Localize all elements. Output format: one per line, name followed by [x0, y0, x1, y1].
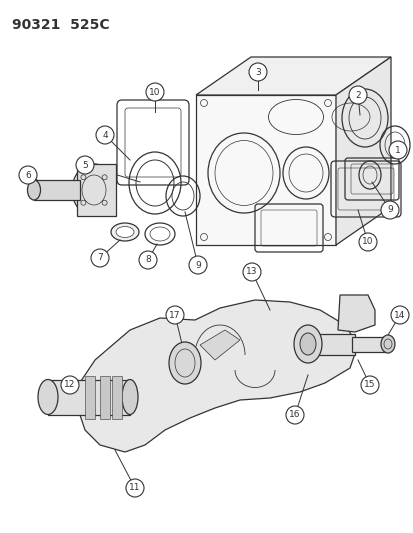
Text: 17: 17 — [169, 311, 180, 319]
Polygon shape — [85, 376, 95, 419]
Text: 11: 11 — [129, 483, 140, 492]
Polygon shape — [75, 300, 357, 452]
Circle shape — [76, 156, 94, 174]
Ellipse shape — [122, 379, 138, 415]
Text: 1: 1 — [394, 146, 400, 155]
Text: 6: 6 — [25, 171, 31, 180]
Polygon shape — [195, 57, 390, 95]
Text: 14: 14 — [393, 311, 405, 319]
Circle shape — [61, 376, 79, 394]
Circle shape — [380, 201, 398, 219]
Ellipse shape — [72, 164, 116, 216]
Ellipse shape — [116, 227, 134, 238]
Text: 15: 15 — [363, 381, 375, 390]
Circle shape — [166, 306, 183, 324]
Ellipse shape — [299, 333, 315, 355]
Ellipse shape — [38, 379, 58, 415]
Circle shape — [189, 256, 206, 274]
Text: 3: 3 — [254, 68, 260, 77]
Polygon shape — [335, 57, 390, 245]
Text: 7: 7 — [97, 254, 102, 262]
Text: 4: 4 — [102, 131, 107, 140]
Circle shape — [126, 479, 144, 497]
Circle shape — [390, 306, 408, 324]
Text: 9: 9 — [195, 261, 200, 270]
Circle shape — [242, 263, 260, 281]
Ellipse shape — [27, 180, 40, 200]
Circle shape — [388, 141, 406, 159]
Circle shape — [360, 376, 378, 394]
Circle shape — [348, 86, 366, 104]
Polygon shape — [199, 330, 240, 360]
Polygon shape — [112, 376, 122, 419]
Polygon shape — [304, 334, 354, 355]
Circle shape — [285, 406, 303, 424]
Circle shape — [139, 251, 157, 269]
Polygon shape — [351, 337, 384, 352]
Circle shape — [146, 83, 164, 101]
Text: 10: 10 — [149, 87, 160, 96]
Polygon shape — [100, 376, 110, 419]
Text: 5: 5 — [82, 160, 88, 169]
Ellipse shape — [169, 342, 201, 384]
Text: 90321  525C: 90321 525C — [12, 18, 109, 32]
Polygon shape — [48, 380, 130, 415]
Polygon shape — [77, 164, 116, 216]
Polygon shape — [34, 180, 80, 200]
Text: 10: 10 — [361, 238, 373, 246]
Ellipse shape — [293, 325, 321, 363]
Text: 16: 16 — [289, 410, 300, 419]
Circle shape — [91, 249, 109, 267]
Text: 9: 9 — [386, 206, 392, 214]
Text: 13: 13 — [246, 268, 257, 277]
Text: 2: 2 — [354, 91, 360, 100]
Ellipse shape — [111, 223, 139, 241]
Circle shape — [19, 166, 37, 184]
Circle shape — [358, 233, 376, 251]
Circle shape — [248, 63, 266, 81]
Ellipse shape — [380, 335, 394, 353]
Polygon shape — [337, 295, 374, 332]
Text: 8: 8 — [145, 255, 150, 264]
Circle shape — [96, 126, 114, 144]
Text: 12: 12 — [64, 381, 76, 390]
Polygon shape — [195, 95, 335, 245]
